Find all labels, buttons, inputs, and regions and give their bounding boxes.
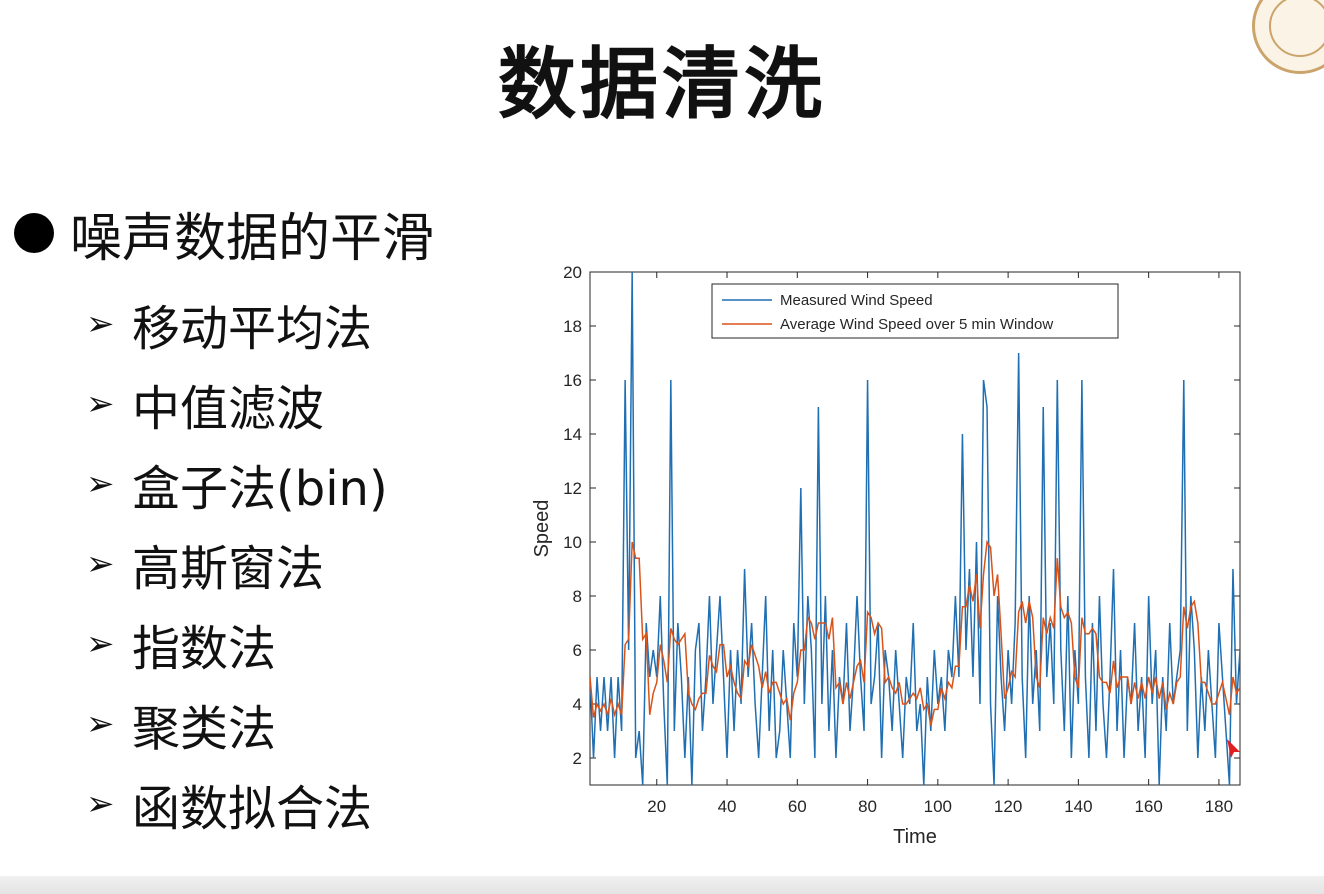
sub-bullet-label: 聚类法 [132, 701, 277, 757]
series-line-measured [590, 272, 1240, 785]
sub-bullet-item: ➢ 指数法 [86, 604, 388, 684]
y-tick-label: 2 [573, 749, 582, 768]
sub-bullet-item: ➢ 聚类法 [86, 684, 388, 764]
x-tick-label: 80 [858, 797, 877, 816]
legend-box [711, 283, 1119, 339]
y-tick-label: 20 [563, 263, 582, 282]
x-tick-label: 120 [994, 797, 1022, 816]
arrow-bullet-icon: ➢ [86, 464, 115, 504]
arrow-bullet-icon: ➢ [86, 784, 115, 824]
bottom-strip [0, 876, 1324, 894]
wind-speed-chart: 2 4 6 8 10 12 14 16 18 20 20 40 60 80 100 120 140 160 180 T… [531, 263, 1241, 848]
y-tick-label: 8 [573, 587, 582, 606]
sub-bullet-item: ➢ 中值滤波 [86, 364, 388, 444]
sub-bullet-item: ➢ 函数拟合法 [86, 764, 388, 844]
arrow-bullet-icon: ➢ [86, 544, 115, 584]
y-tick-label: 4 [573, 695, 582, 714]
x-tick-label: 40 [718, 797, 737, 816]
arrow-bullet-icon: ➢ [86, 624, 115, 664]
main-bullet-text: 噪声数据的平滑 [70, 208, 435, 269]
sub-bullet-label: 指数法 [132, 621, 277, 677]
legend-entry-label: Average Wind Speed over 5 min Window [780, 316, 1053, 333]
x-axis-label: Time [893, 826, 937, 848]
arrow-bullet-icon: ➢ [86, 384, 115, 424]
y-tick-label: 16 [563, 371, 582, 390]
x-tick-label: 140 [1064, 797, 1092, 816]
y-tick-label: 14 [563, 425, 582, 444]
arrow-bullet-icon: ➢ [86, 304, 115, 344]
mouse-pointer-icon [1227, 739, 1240, 758]
bullet-dot-icon [14, 213, 54, 253]
y-tick-label: 6 [573, 641, 582, 660]
legend-entry-label: Measured Wind Speed [780, 292, 933, 309]
sub-bullet-label: 移动平均法 [132, 301, 373, 357]
sub-bullet-item: ➢ 移动平均法 [86, 284, 388, 364]
y-tick-label: 10 [563, 533, 582, 552]
x-tick-label: 180 [1205, 797, 1233, 816]
y-axis-label: Speed [531, 500, 553, 558]
sub-bullet-label: 函数拟合法 [132, 781, 373, 837]
main-bullet: 噪声数据的平滑 [14, 198, 435, 269]
y-tick-label: 18 [563, 317, 582, 336]
series-line-average [590, 539, 1240, 726]
x-tick-label: 20 [647, 797, 666, 816]
slide-title: 数据清洗 [497, 40, 826, 130]
sub-bullet-list: ➢ 移动平均法 ➢ 中值滤波 ➢ 盒子法(bin) ➢ 高斯窗法 ➢ 指数法 ➢ 聚类法 ➢… [86, 284, 388, 844]
sub-bullet-label: 高斯窗法 [132, 541, 325, 597]
x-tick-label: 160 [1134, 797, 1162, 816]
arrow-bullet-icon: ➢ [86, 704, 115, 744]
logo-emblem-icon [1269, 0, 1324, 57]
sub-bullet-label: 盒子法(bin) [132, 461, 388, 517]
y-tick-label: 12 [563, 479, 582, 498]
x-tick-label: 60 [788, 797, 807, 816]
sub-bullet-item: ➢ 盒子法(bin) [86, 444, 388, 524]
sub-bullet-label: 中值滤波 [132, 381, 325, 437]
x-tick-label: 100 [924, 797, 952, 816]
sub-bullet-item: ➢ 高斯窗法 [86, 524, 388, 604]
